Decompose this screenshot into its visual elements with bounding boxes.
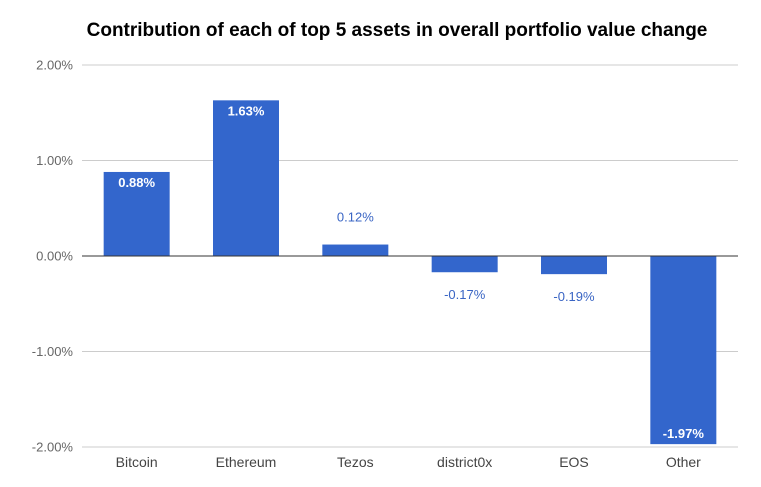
data-label: -0.17%: [444, 287, 486, 302]
x-category-label: district0x: [437, 454, 492, 470]
y-tick-label: 0.00%: [36, 249, 73, 264]
chart-title: Contribution of each of top 5 assets in …: [86, 20, 708, 41]
bar-bitcoin: [103, 171, 170, 256]
data-label: 0.88%: [118, 175, 155, 190]
data-labels: 0.88% 1.63% 0.12% -0.17% -0.19% -1.97%: [118, 103, 704, 441]
y-tick-label: -1.00%: [32, 344, 74, 359]
x-category-label: Bitcoin: [116, 454, 158, 470]
bar-district0x: [431, 256, 498, 273]
bar-tezos: [322, 244, 389, 256]
x-category-label: EOS: [559, 454, 589, 470]
grid-lines: [82, 64, 738, 448]
x-category-label: Ethereum: [216, 454, 277, 470]
y-tick-label: 1.00%: [36, 153, 73, 168]
x-category-label: Other: [666, 454, 701, 470]
data-label: 0.12%: [337, 210, 374, 225]
bar-ethereum: [213, 100, 279, 257]
bar-eos: [541, 256, 607, 275]
x-category-label: Tezos: [337, 454, 374, 470]
data-label: -0.19%: [553, 289, 595, 304]
data-label: 1.63%: [228, 103, 265, 118]
x-axis-categories: Bitcoin Ethereum Tezos district0x EOS Other: [116, 454, 702, 470]
bars: [103, 100, 717, 445]
y-tick-label: -2.00%: [32, 440, 74, 455]
bar-other: [650, 256, 717, 445]
y-tick-label: 2.00%: [36, 58, 73, 73]
y-axis-ticks: 2.00% 1.00% 0.00% -1.00% -2.00%: [32, 58, 74, 455]
data-label: -1.97%: [663, 426, 705, 441]
